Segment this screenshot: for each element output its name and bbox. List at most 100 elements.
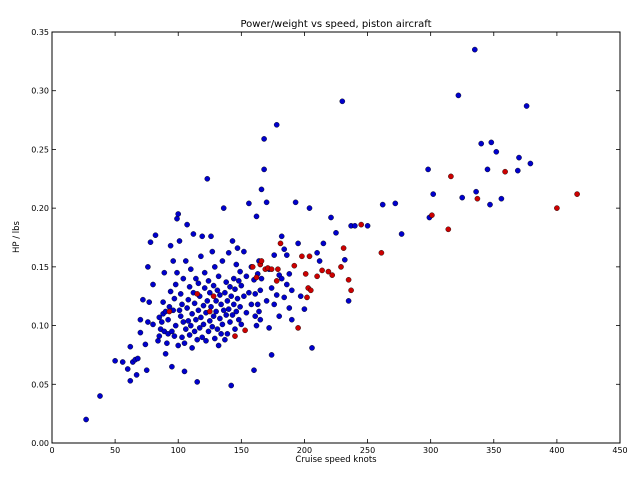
data-point [134,355,141,362]
data-point [266,325,272,331]
data-point [199,334,205,341]
data-point [445,226,452,233]
data-point [328,214,334,221]
data-point [237,268,243,275]
data-point [186,332,193,338]
data-point [215,342,222,349]
ticks-layer: 0 50 100 150 200 250 300 350 400 450 0.00 0.05 0.10 0… [31,28,627,455]
data-point [167,242,174,249]
data-point [340,245,347,251]
data-point [288,287,295,294]
data-point [140,296,146,303]
data-point [292,199,299,206]
data-point [170,258,176,264]
data-point [295,325,301,331]
data-point [261,136,267,142]
data-point [554,205,560,211]
data-point [201,285,208,291]
data-point [227,319,233,325]
data-point [124,366,131,372]
y-tick-label: 0.10 [31,322,49,331]
data-point [127,343,134,350]
data-point [97,393,103,399]
data-point [352,222,358,229]
data-point [198,314,204,321]
data-point [219,258,226,264]
data-point [516,154,522,161]
data-point [229,312,236,318]
data-point [200,321,207,328]
data-point [268,285,275,291]
data-point [237,303,243,310]
data-point [234,245,241,251]
data-point [189,345,195,351]
data-point [156,333,163,339]
data-point [263,298,270,304]
data-point [172,281,179,288]
data-point [364,222,371,229]
data-point [275,266,281,273]
data-point [185,296,192,303]
data-point [229,238,236,244]
data-point [222,289,228,296]
data-point [297,293,304,300]
data-point [487,201,493,208]
data-point [198,253,204,260]
data-point [156,314,163,321]
data-point [249,264,256,270]
data-point [252,291,258,297]
x-axis-title: Cruise speed knots [295,455,377,465]
data-point [200,302,207,309]
data-point [171,295,178,302]
data-point [164,340,170,347]
data-point [206,308,213,315]
data-point [235,278,242,284]
data-point [299,253,305,260]
data-point [253,322,260,329]
x-tick-label: 0 [49,446,54,455]
data-point [150,281,156,288]
data-point [234,295,241,302]
x-tick-label: 100 [171,446,186,455]
data-point [523,103,530,109]
data-point [358,221,365,228]
data-point [218,330,224,337]
data-point [230,275,237,282]
data-point [261,166,267,173]
data-point [196,325,203,331]
data-point [515,167,521,174]
x-tick-label: 300 [423,446,438,455]
data-point [314,273,320,280]
data-point [194,379,200,385]
data-point [189,310,195,317]
data-point [181,368,188,375]
data-point [246,200,252,207]
data-point [175,342,181,349]
data-point [333,229,339,236]
data-point [206,289,213,296]
data-point [137,316,144,323]
data-point [325,268,332,275]
data-point [459,194,466,201]
data-point [301,306,308,312]
data-point [193,316,199,323]
data-point [345,276,352,283]
data-point [185,318,192,324]
data-point [194,291,200,297]
data-point [227,283,233,290]
data-point [281,294,288,301]
data-point [137,329,144,336]
data-point [498,195,505,202]
data-point [283,252,290,258]
data-point [527,160,534,167]
data-point [224,330,231,337]
data-point [172,322,179,329]
data-point [242,327,248,334]
data-point [448,173,454,180]
data-point [232,333,238,339]
data-point [223,312,229,318]
data-point [112,357,118,364]
data-point [276,313,283,320]
y-tick-label: 0.05 [31,380,49,389]
